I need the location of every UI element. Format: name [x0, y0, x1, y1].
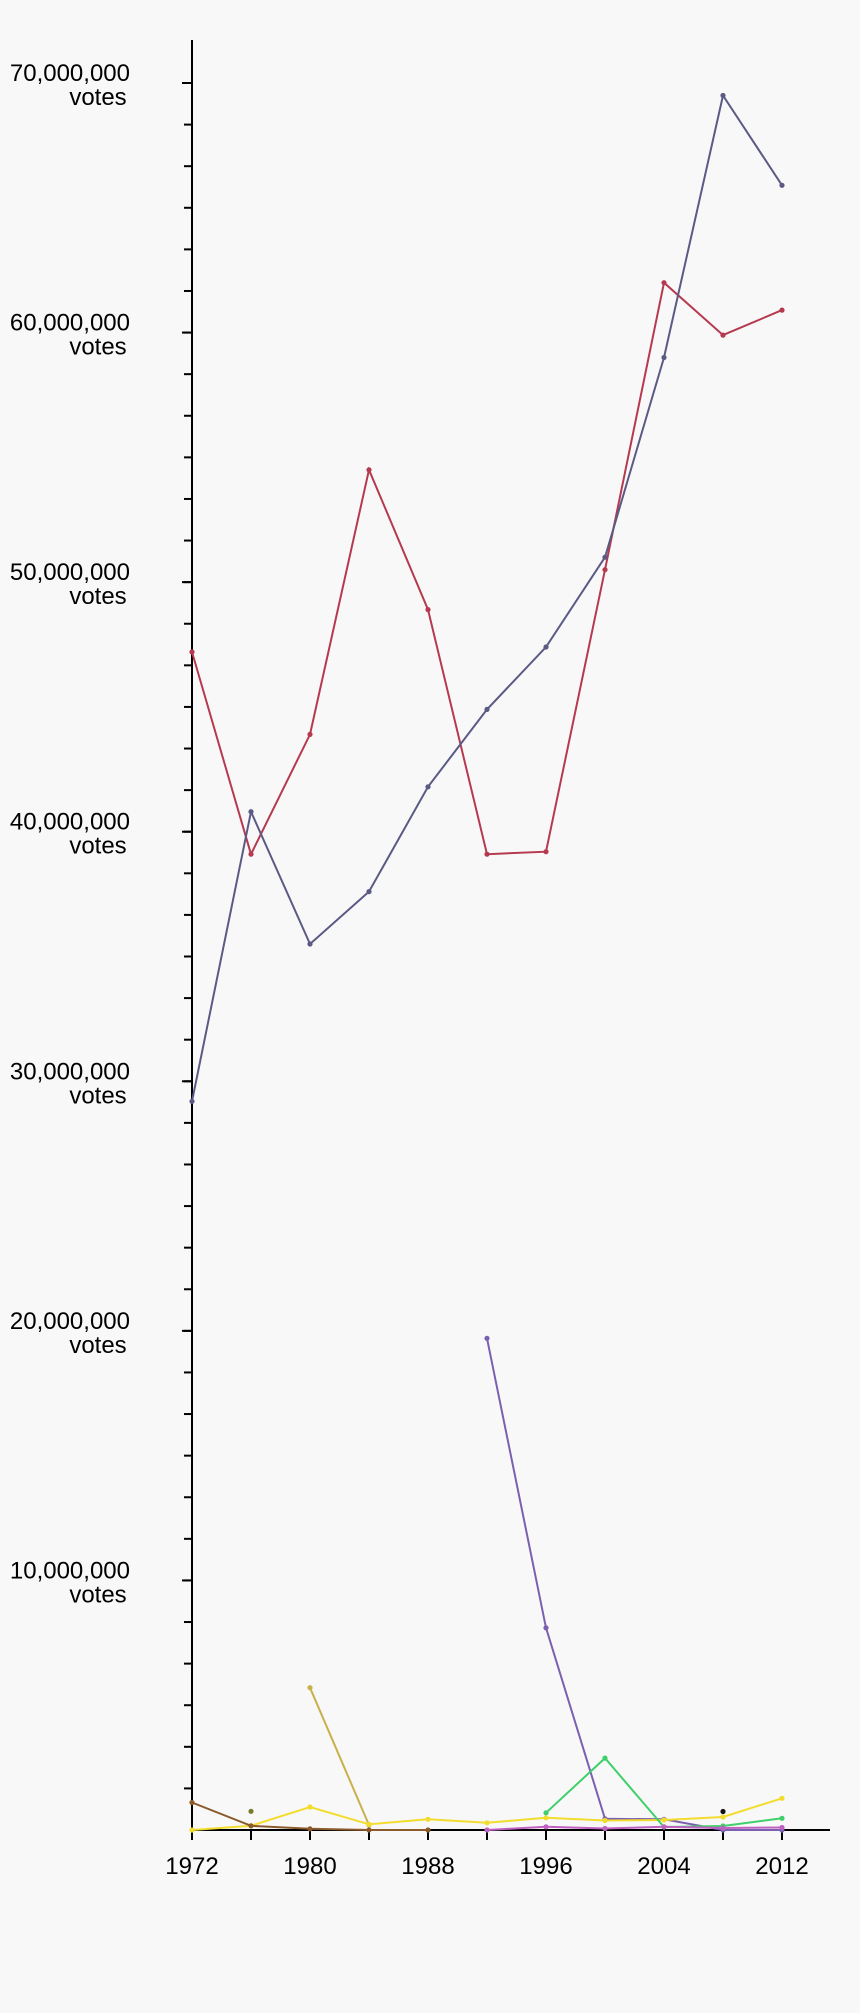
data-point — [779, 307, 785, 313]
data-point — [366, 889, 372, 895]
data-point — [602, 1755, 608, 1761]
y-tick-label: 50,000,000 — [10, 559, 130, 586]
data-point — [307, 1685, 313, 1691]
data-point — [602, 567, 608, 573]
data-point — [425, 784, 431, 790]
data-point — [779, 1815, 785, 1821]
data-point — [484, 1827, 490, 1833]
data-point — [484, 851, 490, 857]
data-point — [779, 1824, 785, 1831]
x-tick-label: 2012 — [755, 1853, 808, 1880]
series-8 — [484, 1824, 785, 1833]
data-point — [307, 1804, 313, 1810]
y-tick-label: 30,000,000 — [10, 1058, 130, 1085]
data-point — [602, 1825, 608, 1832]
data-point — [366, 1827, 372, 1833]
data-point — [661, 354, 667, 361]
data-point — [189, 1799, 195, 1806]
y-tick-unit: votes — [69, 1581, 126, 1608]
data-point — [720, 1808, 726, 1815]
data-point — [189, 649, 195, 655]
data-point — [366, 467, 372, 473]
data-point — [720, 92, 726, 99]
x-tick-label: 1980 — [283, 1853, 336, 1880]
series-10 — [720, 1808, 726, 1815]
data-point — [189, 1098, 195, 1104]
series-line — [486, 1825, 783, 1831]
series-line — [486, 1338, 782, 1831]
series-2 — [189, 92, 785, 1104]
series-6 — [189, 1799, 431, 1833]
y-tick-unit: votes — [69, 84, 126, 111]
data-point — [779, 182, 785, 188]
data-point — [484, 706, 490, 713]
series-9 — [248, 1808, 254, 1814]
data-point — [484, 1335, 490, 1341]
data-point — [543, 1625, 549, 1631]
data-point — [307, 1826, 313, 1832]
x-tick-label: 1996 — [519, 1853, 572, 1880]
y-tick-unit: votes — [69, 1082, 126, 1109]
data-point — [543, 849, 549, 855]
series-1 — [189, 280, 785, 857]
data-point — [543, 1815, 549, 1821]
y-tick-unit: votes — [69, 833, 126, 860]
y-tick-label: 70,000,000 — [10, 60, 130, 87]
y-tick-unit: votes — [69, 583, 126, 610]
data-point — [543, 1810, 549, 1816]
y-tick-unit: votes — [69, 1332, 126, 1359]
series-line — [309, 1687, 370, 1826]
data-point — [248, 809, 254, 815]
data-point — [720, 332, 726, 338]
data-point — [248, 1823, 254, 1829]
data-point — [425, 607, 431, 613]
data-point — [307, 941, 313, 947]
y-tick-label: 10,000,000 — [10, 1557, 130, 1584]
data-point — [661, 280, 667, 286]
x-tick-label: 2004 — [637, 1853, 690, 1880]
x-tick-label: 1972 — [165, 1853, 218, 1880]
y-tick-label: 20,000,000 — [10, 1308, 130, 1335]
data-point — [602, 1817, 608, 1824]
data-point — [484, 1820, 490, 1826]
data-point — [366, 1821, 372, 1827]
data-point — [661, 1817, 667, 1823]
x-tick-label: 1988 — [401, 1853, 454, 1880]
data-point — [425, 1816, 431, 1822]
y-tick-label: 40,000,000 — [10, 809, 130, 836]
series-5 — [189, 1795, 785, 1833]
y-axis: 10,000,000votes20,000,000votes30,000,000… — [10, 40, 193, 1830]
series-layer — [189, 92, 785, 1833]
data-point — [779, 1795, 785, 1801]
data-point — [602, 554, 608, 560]
data-point — [720, 1814, 726, 1820]
y-tick-label: 60,000,000 — [10, 310, 130, 337]
data-point — [543, 1824, 549, 1830]
data-point — [425, 1827, 431, 1833]
data-point — [307, 731, 313, 738]
data-point — [248, 1808, 254, 1814]
data-point — [661, 1824, 667, 1830]
y-tick-unit: votes — [69, 334, 126, 361]
data-point — [189, 1827, 195, 1833]
data-point — [248, 851, 254, 857]
data-point — [720, 1825, 726, 1831]
data-point — [543, 644, 549, 650]
